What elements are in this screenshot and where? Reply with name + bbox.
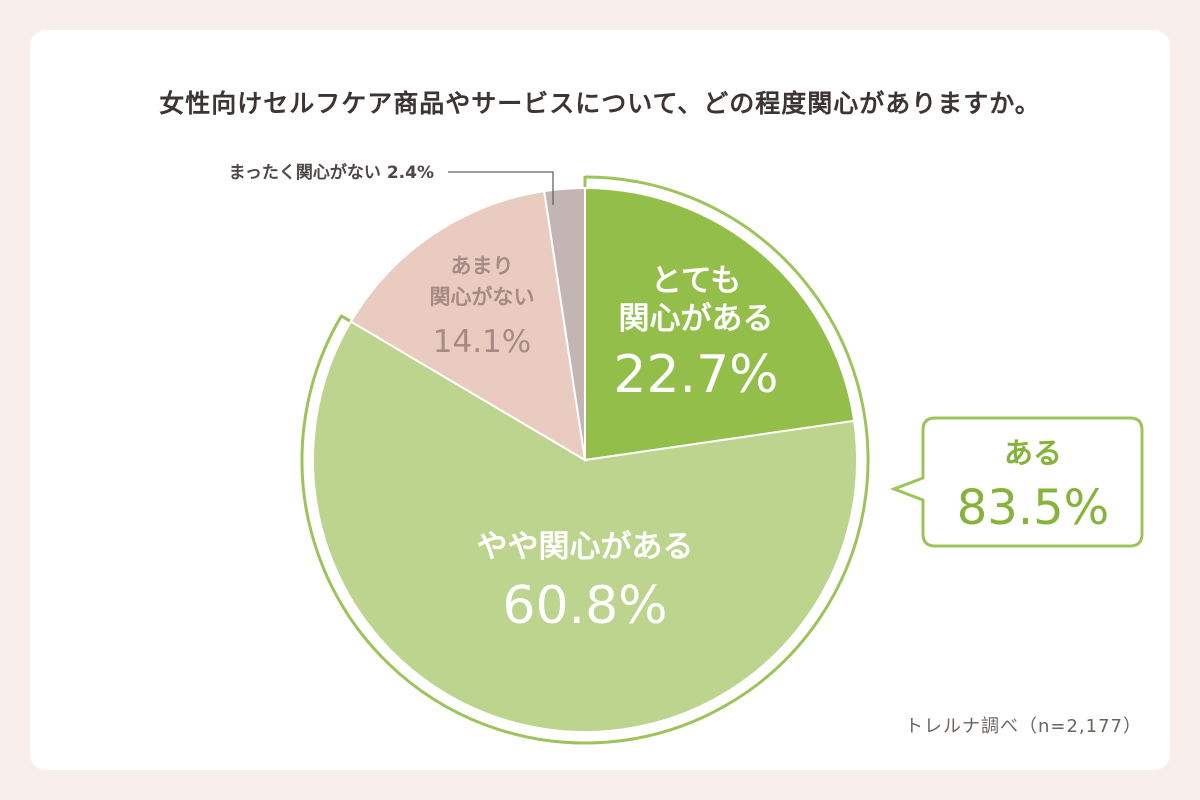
leader-line xyxy=(448,171,554,205)
slice-label-very-line-2: 関心がある xyxy=(619,301,774,337)
slice-label-somewhat: やや関心がある xyxy=(477,529,694,565)
callout-box xyxy=(889,416,1144,548)
slice-label-very-line-1: とても xyxy=(651,263,742,299)
source-note: トレルナ調べ（n=2,177） xyxy=(904,716,1142,737)
slice-label-not-very-line-2: 関心がない xyxy=(430,285,535,309)
slice-value-not-very: 14.1% xyxy=(433,324,531,360)
slice-label-not-very-line-1: あまり xyxy=(451,254,514,278)
pie-slice-2 xyxy=(312,320,858,733)
slice-value-very: 22.7% xyxy=(613,345,778,405)
slice-value-somewhat: 60.8% xyxy=(502,576,667,636)
pie-slice-4 xyxy=(543,186,586,461)
chart-title: 女性向けセルフケア商品やサービスについて、どの程度関心がありますか。 xyxy=(159,89,1041,118)
interested-outline-arc xyxy=(300,175,870,745)
callout-label: ある xyxy=(1004,436,1062,470)
pie-slice-1 xyxy=(584,186,856,462)
pie-slice-3 xyxy=(349,189,587,462)
slice-label-not-at-all: まったく関心がない 2.4% xyxy=(229,162,434,183)
outline-end-tick xyxy=(339,314,352,323)
callout-value: 83.5% xyxy=(957,480,1109,536)
